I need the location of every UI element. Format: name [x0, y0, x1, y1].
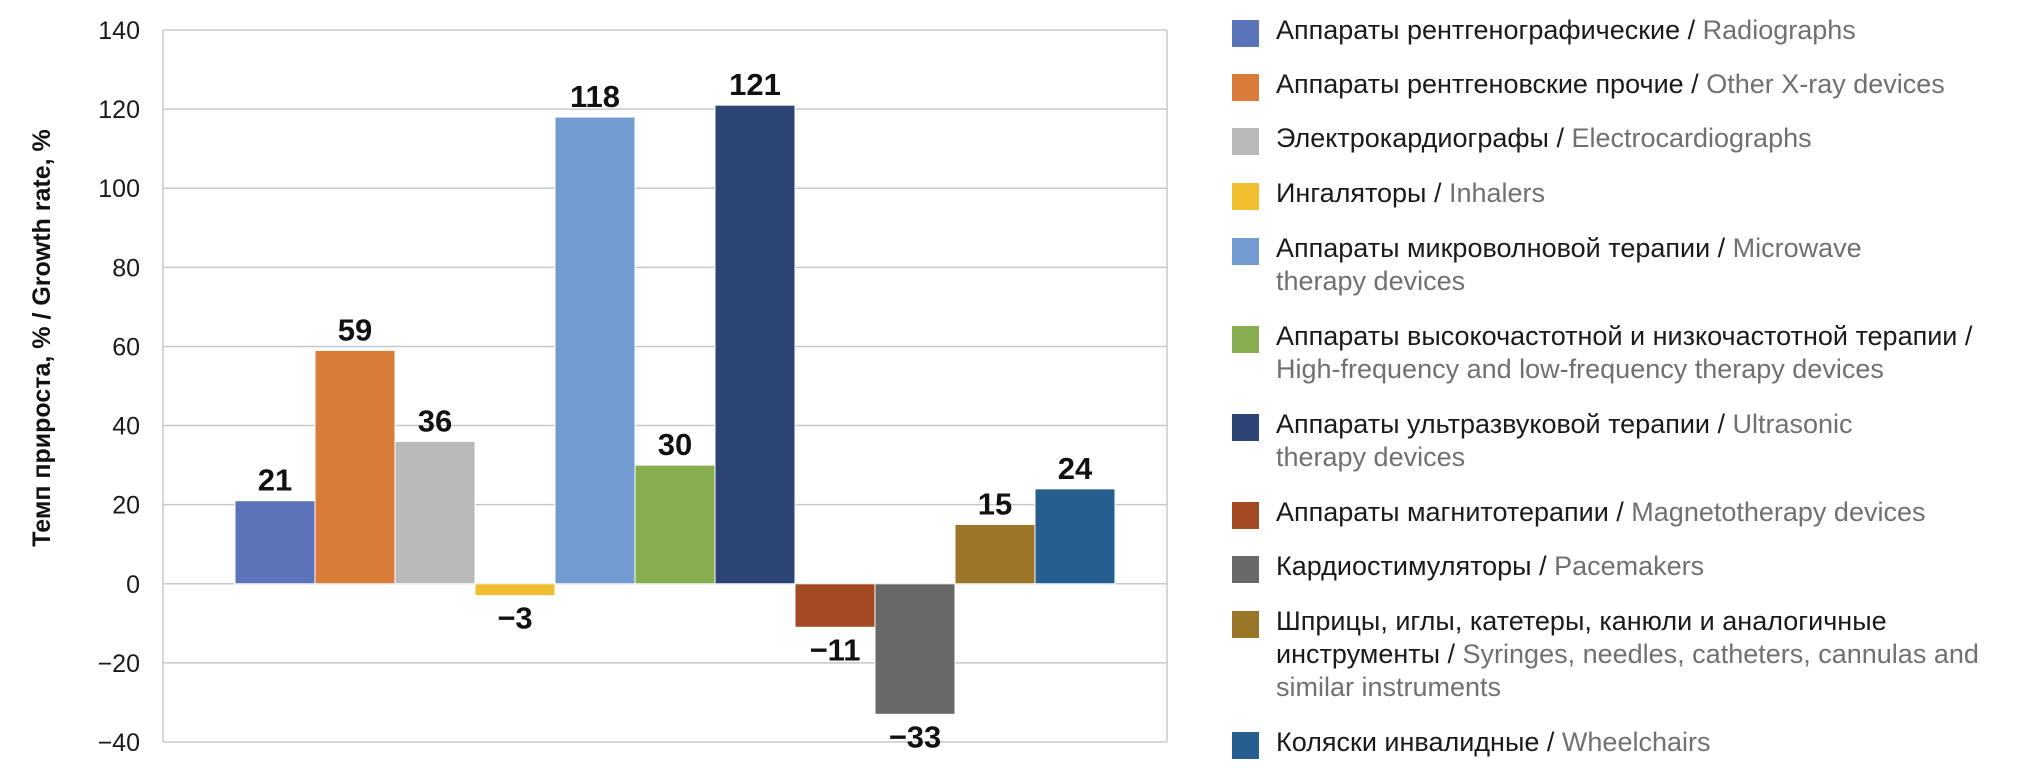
- y-tick-label: −40: [98, 729, 140, 757]
- legend-swatch: [1232, 556, 1259, 583]
- legend-label-en: Radiographs: [1702, 15, 1856, 45]
- legend-swatch: [1232, 74, 1259, 101]
- legend-label-en: Pacemakers: [1554, 551, 1705, 581]
- legend-label: Аппараты рентгенографические / Radiograp…: [1276, 15, 1856, 45]
- y-tick-label: 0: [126, 571, 140, 599]
- legend-label: Аппараты магнитотерапии / Magnetotherapy…: [1276, 497, 1926, 527]
- legend-label-ru: Шприцы, иглы, катетеры, канюли и аналоги…: [1276, 606, 1887, 669]
- data-label: −11: [810, 632, 861, 667]
- y-tick-label: 80: [112, 254, 140, 282]
- legend-swatch: [1232, 128, 1259, 155]
- y-axis-title: Темп прироста, % / Growth rate, %: [28, 129, 56, 547]
- legend-label-ru: Аппараты рентгеновские прочие: [1276, 69, 1684, 99]
- legend-swatch: [1232, 611, 1259, 638]
- legend-label: Аппараты высокочастотной и низкочастотно…: [1276, 321, 1973, 384]
- data-label: 59: [338, 312, 372, 347]
- legend-label-ru: Аппараты высокочастотной и низкочастотно…: [1276, 321, 1958, 351]
- legend-swatch: [1232, 414, 1259, 441]
- y-tick-label: 120: [98, 96, 140, 124]
- bar: [1034, 488, 1116, 585]
- y-tick-label: 100: [98, 175, 140, 203]
- legend-label-ru: Аппараты ультразвуковой терапии: [1276, 409, 1710, 439]
- y-tick-label: 20: [112, 492, 140, 520]
- bar: [794, 583, 876, 628]
- data-label: 118: [570, 79, 620, 114]
- legend-label-ru: Аппараты рентгенографические: [1276, 15, 1681, 45]
- legend-label-ru: Аппараты магнитотерапии: [1276, 497, 1609, 527]
- legend-label-ru: Электрокардиографы: [1276, 123, 1549, 153]
- data-label: 15: [978, 486, 1012, 521]
- legend-label: Аппараты ультразвуковой терапии / Ultras…: [1276, 409, 1853, 472]
- legend-label-ru: Ингаляторы: [1276, 178, 1427, 208]
- data-label: 30: [658, 427, 692, 462]
- bar: [954, 523, 1036, 585]
- legend-label-en: Magnetotherapy devices: [1631, 497, 1926, 527]
- data-label: 36: [418, 403, 452, 438]
- legend-label: Кардиостимуляторы / Pacemakers: [1276, 551, 1705, 581]
- legend-label-en: Syringes, needles, catheters, cannulas a…: [1276, 639, 1979, 702]
- legend-label: Ингаляторы / Inhalers: [1276, 178, 1546, 208]
- legend-label-en: Other X-ray devices: [1706, 69, 1945, 99]
- legend-swatch: [1232, 183, 1259, 210]
- bar: [874, 583, 956, 715]
- bar: [314, 349, 396, 585]
- y-tick-label: −20: [98, 650, 140, 678]
- legend-swatch: [1232, 326, 1259, 353]
- legend-label-ru: Аппараты микроволновой терапии: [1276, 233, 1711, 263]
- legend-label-en: Inhalers: [1448, 178, 1546, 208]
- legend-label-ru: Коляски инвалидные: [1276, 727, 1540, 757]
- bar: [634, 464, 716, 585]
- bar: [474, 583, 556, 597]
- legend-label: Шприцы, иглы, катетеры, канюли и аналоги…: [1276, 606, 1979, 702]
- data-label: −33: [889, 719, 942, 754]
- legend-label-en: Wheelchairs: [1561, 727, 1711, 757]
- bar: [714, 104, 796, 585]
- legend-label-en: High-frequency and low-frequency therapy…: [1276, 354, 1884, 384]
- legend-label: Коляски инвалидные / Wheelchairs: [1276, 727, 1711, 757]
- bar: [234, 500, 316, 585]
- y-tick-label: 140: [98, 17, 140, 45]
- legend-swatch: [1232, 238, 1259, 265]
- legend-label-en: Electrocardiographs: [1571, 123, 1812, 153]
- legend-label: Аппараты рентгеновские прочие / Other X-…: [1276, 69, 1945, 99]
- y-tick-label: 60: [112, 333, 140, 361]
- data-label: −3: [497, 601, 532, 636]
- bar: [554, 116, 636, 585]
- y-tick-label: 40: [112, 413, 140, 441]
- legend-label-en: Microwave therapy devices: [1276, 233, 1862, 296]
- legend-swatch: [1232, 502, 1259, 529]
- legend-swatch: [1232, 732, 1259, 759]
- data-label: 24: [1058, 451, 1093, 486]
- legend-label: Аппараты микроволновой терапии / Microwa…: [1276, 233, 1862, 296]
- data-label: 21: [258, 463, 292, 498]
- legend-label-ru: Кардиостимуляторы: [1276, 551, 1532, 581]
- bar-chart: 140 120 100 80 60 40 20 0 −20 −40 21 59 36 −3 118 30 12…: [28, 17, 1168, 757]
- legend-label: Электрокардиографы / Electrocardiographs: [1276, 123, 1812, 153]
- legend-swatch: [1232, 20, 1259, 47]
- data-label: 121: [729, 67, 781, 102]
- bar: [394, 440, 476, 585]
- legend-label-en: Ultrasonic therapy devices: [1276, 409, 1853, 472]
